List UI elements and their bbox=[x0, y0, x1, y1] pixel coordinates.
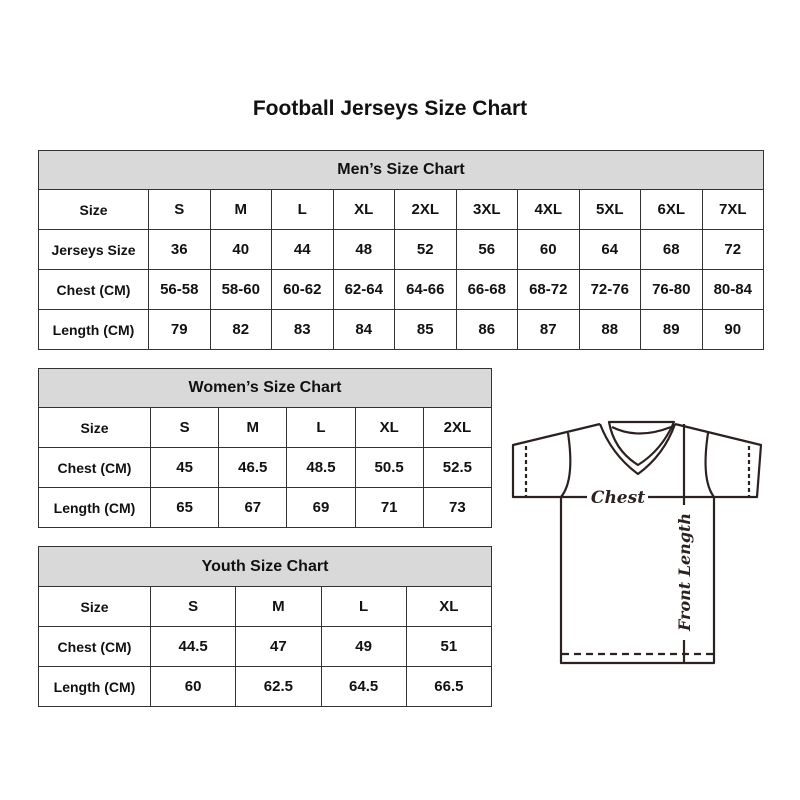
row-label: Chest (CM) bbox=[38, 626, 151, 667]
table-row: Length (CM) 79 82 83 84 85 86 87 88 89 90 bbox=[38, 309, 764, 350]
table-cell: 62.5 bbox=[235, 666, 322, 707]
row-label: Size bbox=[38, 586, 151, 627]
table-cell: XL bbox=[354, 407, 424, 448]
table-cell: 76-80 bbox=[640, 269, 703, 310]
table-cell: S bbox=[149, 586, 237, 627]
collar-inner bbox=[607, 420, 676, 467]
table-cell: 47 bbox=[235, 626, 322, 667]
table-cell: 56-58 bbox=[148, 269, 211, 310]
table-cell: 65 bbox=[149, 487, 220, 528]
table-cell: 68 bbox=[640, 229, 703, 270]
jersey-outline bbox=[511, 422, 763, 665]
table-cell: 44.5 bbox=[149, 626, 237, 667]
table-cell: 52.5 bbox=[422, 447, 493, 488]
table-title: Youth Size Chart bbox=[38, 546, 492, 587]
table-title: Men’s Size Chart bbox=[38, 150, 764, 190]
table-cell: 85 bbox=[394, 309, 457, 350]
table-cell: 7XL bbox=[701, 189, 764, 230]
table-cell: 80-84 bbox=[701, 269, 764, 310]
table-cell: 66-68 bbox=[455, 269, 518, 310]
table-cell: 79 bbox=[148, 309, 211, 350]
right-armhole bbox=[704, 432, 715, 498]
youth-size-table: Youth Size Chart Size S M L XL Chest (CM) 44.5 4… bbox=[38, 546, 493, 707]
table-cell: 82 bbox=[209, 309, 272, 350]
table-cell: 60-62 bbox=[271, 269, 334, 310]
chest-label: Chest bbox=[591, 488, 645, 508]
row-label: Length (CM) bbox=[38, 309, 149, 350]
table-row: Length (CM) 60 62.5 64.5 66.5 bbox=[38, 666, 493, 707]
table-cell: XL bbox=[405, 586, 493, 627]
page-title: Football Jerseys Size Chart bbox=[252, 97, 528, 120]
table-row: Chest (CM) 44.5 47 49 51 bbox=[38, 626, 493, 667]
front-length-label: Front Length bbox=[675, 513, 694, 632]
womens-size-table: Women’s Size Chart Size S M L XL 2XL Chest (CM)… bbox=[38, 368, 493, 528]
row-label: Length (CM) bbox=[38, 487, 151, 528]
row-label: Chest (CM) bbox=[38, 447, 151, 488]
table-cell: 60 bbox=[149, 666, 237, 707]
table-cell: 51 bbox=[405, 626, 493, 667]
table-row: Length (CM) 65 67 69 71 73 bbox=[38, 487, 493, 528]
table-row: Size S M L XL 2XL 3XL 4XL 5XL 6XL 7XL bbox=[38, 189, 764, 230]
table-cell: 5XL bbox=[578, 189, 641, 230]
collar-outer bbox=[598, 423, 677, 476]
table-cell: M bbox=[218, 407, 288, 448]
table-cell: 50.5 bbox=[354, 447, 424, 488]
table-cell: L bbox=[271, 189, 334, 230]
table-cell: L bbox=[320, 586, 407, 627]
table-row: Size S M L XL bbox=[38, 586, 493, 627]
table-cell: 48.5 bbox=[286, 447, 356, 488]
table-cell: 60 bbox=[517, 229, 580, 270]
table-cell: S bbox=[149, 407, 220, 448]
table-cell: 69 bbox=[286, 487, 356, 528]
table-cell: 48 bbox=[332, 229, 395, 270]
table-cell: 40 bbox=[209, 229, 272, 270]
table-cell: 64.5 bbox=[320, 666, 407, 707]
table-cell: 36 bbox=[148, 229, 211, 270]
table-cell: 73 bbox=[422, 487, 493, 528]
table-cell: 6XL bbox=[640, 189, 703, 230]
table-cell: 62-64 bbox=[332, 269, 395, 310]
table-cell: 44 bbox=[271, 229, 334, 270]
table-cell: 66.5 bbox=[405, 666, 493, 707]
table-row: Size S M L XL 2XL bbox=[38, 407, 493, 448]
table-row: Jerseys Size 36 40 44 48 52 56 60 64 68 72 bbox=[38, 229, 764, 270]
table-cell: 67 bbox=[218, 487, 288, 528]
left-armhole bbox=[560, 432, 572, 498]
table-cell: XL bbox=[332, 189, 395, 230]
table-title: Women’s Size Chart bbox=[38, 368, 492, 408]
table-cell: 68-72 bbox=[517, 269, 580, 310]
table-cell: 49 bbox=[320, 626, 407, 667]
table-cell: M bbox=[235, 586, 322, 627]
table-cell: 2XL bbox=[422, 407, 493, 448]
table-cell: 86 bbox=[455, 309, 518, 350]
table-cell: 84 bbox=[332, 309, 395, 350]
table-cell: 45 bbox=[149, 447, 220, 488]
table-cell: 87 bbox=[517, 309, 580, 350]
table-row: Chest (CM) 45 46.5 48.5 50.5 52.5 bbox=[38, 447, 493, 488]
table-cell: 71 bbox=[354, 487, 424, 528]
table-cell: L bbox=[286, 407, 356, 448]
table-cell: 72-76 bbox=[578, 269, 641, 310]
table-cell: 90 bbox=[701, 309, 764, 350]
row-label: Size bbox=[38, 189, 149, 230]
mens-size-table: Men’s Size Chart Size S M L XL 2XL 3XL 4XL 5XL 6XL… bbox=[38, 150, 764, 350]
row-label: Size bbox=[38, 407, 151, 448]
row-label: Jerseys Size bbox=[38, 229, 149, 270]
table-cell: 88 bbox=[578, 309, 641, 350]
